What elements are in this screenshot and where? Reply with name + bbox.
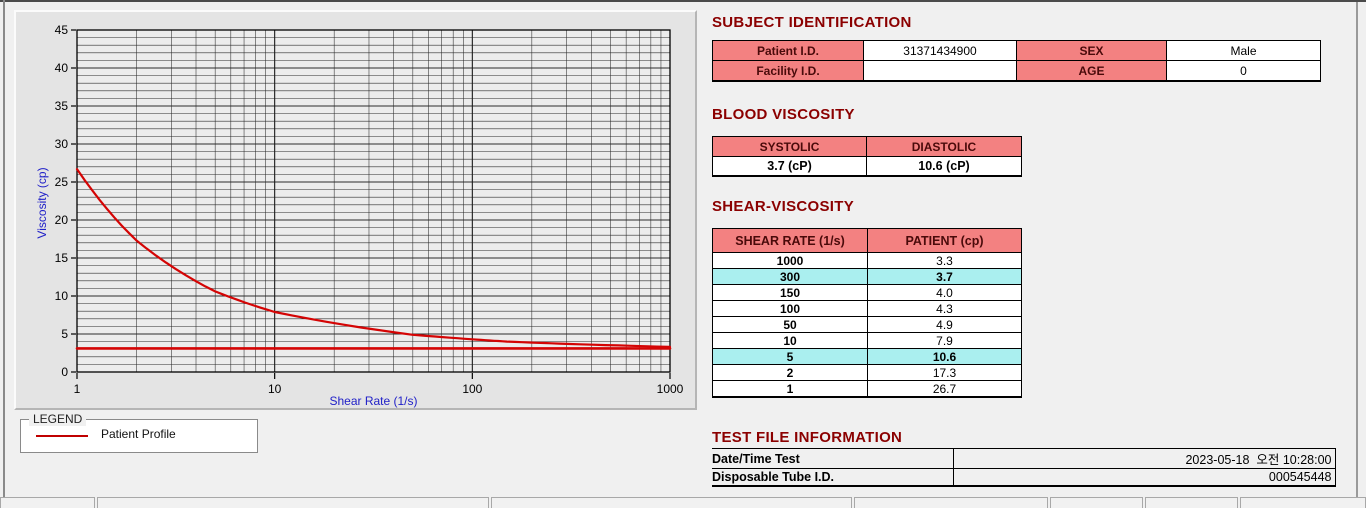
statusbar-segment [1050, 497, 1143, 508]
svg-text:10: 10 [268, 382, 282, 396]
shear-rate-cell: 2 [712, 364, 868, 381]
shear-rate-cell: 300 [712, 268, 868, 285]
patient-cp-cell: 3.3 [867, 252, 1022, 269]
subject-identification-table: Patient I.D. 31371434900 SEX Male Facili… [712, 40, 1321, 82]
statusbar-segment [491, 497, 852, 508]
shear-rate-cell: 1000 [712, 252, 868, 269]
shear-row: 150 4.0 [712, 284, 1022, 301]
statusbar-segment [0, 497, 95, 508]
disposable-tube-id-value: 000545448 [953, 468, 1336, 487]
shear-rate-header: SHEAR RATE (1/s) [712, 228, 868, 253]
window-border-top [0, 0, 1366, 2]
table-row: Facility I.D. AGE 0 [712, 60, 1321, 82]
diastolic-header: DIASTOLIC [866, 136, 1022, 157]
patient-cp-cell: 7.9 [867, 332, 1022, 349]
systolic-header: SYSTOLIC [712, 136, 867, 157]
statusbar-segment [1145, 497, 1238, 508]
shear-rate-cell: 1 [712, 380, 868, 398]
svg-text:Shear Rate (1/s): Shear Rate (1/s) [329, 394, 417, 408]
svg-text:10: 10 [55, 289, 69, 303]
shear-rate-cell: 10 [712, 332, 868, 349]
legend-entry-label: Patient Profile [101, 427, 176, 441]
table-row: 3.7 (cP) 10.6 (cP) [712, 156, 1022, 177]
patient-cp-cell: 4.3 [867, 300, 1022, 317]
svg-text:5: 5 [61, 327, 68, 341]
shear-row: 300 3.7 [712, 268, 1022, 285]
svg-text:20: 20 [55, 213, 69, 227]
shear-row: 1 26.7 [712, 380, 1022, 398]
svg-text:30: 30 [55, 137, 69, 151]
facility-id-label: Facility I.D. [712, 60, 864, 82]
chart-legend: LEGEND Patient Profile [20, 412, 258, 453]
statusbar-segment [854, 497, 1048, 508]
table-row: SYSTOLIC DIASTOLIC [712, 136, 1022, 157]
shear-table-body: 1000 3.3 300 3.7 150 4.0 100 4.3 50 4.9 10 7.9 5 10.6… [712, 252, 1022, 398]
shear-rate-cell: 100 [712, 300, 868, 317]
shear-row: 50 4.9 [712, 316, 1022, 333]
patient-id-value: 31371434900 [863, 40, 1017, 61]
patient-cp-cell: 10.6 [867, 348, 1022, 365]
table-row: SHEAR RATE (1/s) PATIENT (cp) [712, 228, 1022, 253]
table-row: Patient I.D. 31371434900 SEX Male [712, 40, 1321, 61]
svg-text:25: 25 [55, 175, 69, 189]
blood-viscosity-table: SYSTOLIC DIASTOLIC 3.7 (cP) 10.6 (cP) [712, 136, 1022, 177]
patient-cp-header: PATIENT (cp) [867, 228, 1022, 253]
shear-row: 5 10.6 [712, 348, 1022, 365]
svg-text:40: 40 [55, 61, 69, 75]
statusbar-segment [97, 497, 489, 508]
sex-value: Male [1166, 40, 1321, 61]
patient-id-label: Patient I.D. [712, 40, 864, 61]
svg-text:0: 0 [61, 365, 68, 379]
svg-text:35: 35 [55, 99, 69, 113]
viscosity-chart-panel: 0 5 10 15 20 25 30 35 40 45 1 10 100 1000 Shear Rate (… [14, 10, 697, 410]
shear-row: 2 17.3 [712, 364, 1022, 381]
age-value: 0 [1166, 60, 1321, 82]
subject-identification-title: SUBJECT IDENTIFICATION [712, 14, 912, 31]
test-file-information-table: Date/Time Test 2023-05-18 오전 10:28:00 Di… [712, 448, 1336, 487]
window-border-right [1356, 2, 1358, 498]
svg-text:45: 45 [55, 23, 69, 37]
statusbar-segment [1240, 497, 1366, 508]
shear-rate-cell: 5 [712, 348, 868, 365]
shear-viscosity-table: SHEAR RATE (1/s) PATIENT (cp) 1000 3.3 300… [712, 228, 1022, 398]
test-file-information-title: TEST FILE INFORMATION [712, 429, 903, 446]
patient-cp-cell: 17.3 [867, 364, 1022, 381]
disposable-tube-id-label: Disposable Tube I.D. [712, 468, 954, 487]
shear-rate-cell: 50 [712, 316, 868, 333]
patient-cp-cell: 26.7 [867, 380, 1022, 398]
shear-row: 1000 3.3 [712, 252, 1022, 269]
diastolic-value: 10.6 (cP) [866, 156, 1022, 177]
table-row: Disposable Tube I.D. 000545448 [712, 468, 1336, 487]
table-row: Date/Time Test 2023-05-18 오전 10:28:00 [712, 448, 1336, 469]
patient-cp-cell: 3.7 [867, 268, 1022, 285]
shear-rate-cell: 150 [712, 284, 868, 301]
svg-text:100: 100 [462, 382, 482, 396]
shear-row: 100 4.3 [712, 300, 1022, 317]
legend-title: LEGEND [29, 412, 87, 426]
sex-label: SEX [1016, 40, 1167, 61]
age-label: AGE [1016, 60, 1167, 82]
patient-cp-cell: 4.9 [867, 316, 1022, 333]
patient-cp-cell: 4.0 [867, 284, 1022, 301]
svg-text:Viscosity (cp): Viscosity (cp) [35, 167, 49, 238]
window-border-left [3, 0, 5, 508]
facility-id-value [863, 60, 1017, 82]
viscosity-chart-svg: 0 5 10 15 20 25 30 35 40 45 1 10 100 1000 Shear Rate (… [35, 23, 684, 408]
legend-line-swatch [36, 435, 88, 437]
blood-viscosity-title: BLOOD VISCOSITY [712, 106, 855, 123]
date-time-test-value: 2023-05-18 오전 10:28:00 [953, 448, 1336, 469]
date-time-test-label: Date/Time Test [712, 448, 954, 469]
report-column: SUBJECT IDENTIFICATION Patient I.D. 3137… [712, 0, 1342, 508]
statusbar [0, 497, 1366, 508]
svg-text:1000: 1000 [657, 382, 684, 396]
svg-text:15: 15 [55, 251, 69, 265]
svg-text:1: 1 [74, 382, 81, 396]
systolic-value: 3.7 (cP) [712, 156, 867, 177]
shear-row: 10 7.9 [712, 332, 1022, 349]
shear-viscosity-title: SHEAR-VISCOSITY [712, 198, 855, 215]
